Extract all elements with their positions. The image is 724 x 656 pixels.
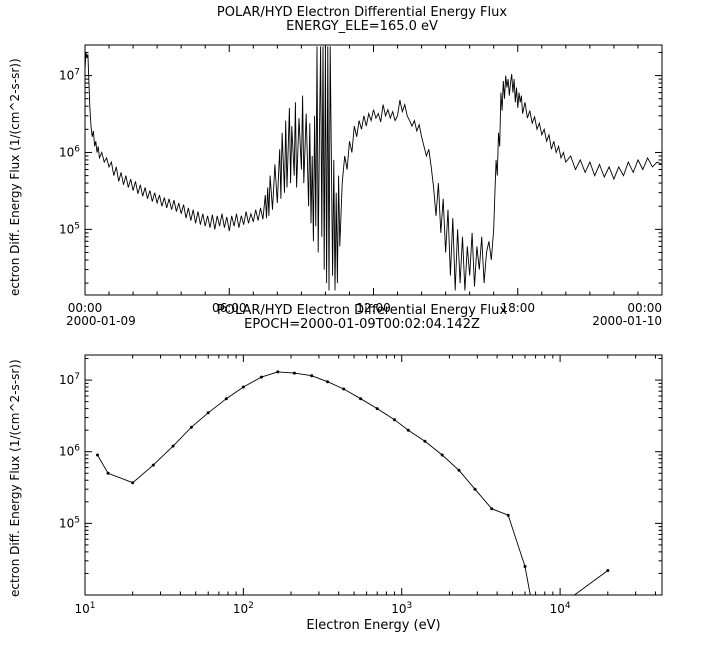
x-tick-label: 102	[233, 601, 254, 616]
data-point-marker	[171, 444, 175, 448]
data-point-marker	[259, 375, 263, 379]
y-tick-label: 105	[59, 221, 80, 236]
y-tick-label: 105	[59, 515, 80, 530]
data-point-marker	[606, 569, 610, 572]
y-tick-label: 106	[59, 444, 80, 459]
data-point-marker	[292, 371, 296, 375]
data-point-marker	[206, 411, 210, 415]
x-tick-label: 12:00	[356, 301, 391, 315]
top-chart-title: POLAR/HYD Electron Differential Energy F…	[216, 5, 508, 20]
date-label: 2000-01-09	[66, 314, 136, 328]
data-point-marker	[457, 468, 461, 472]
data-point-marker	[131, 481, 135, 485]
data-point-marker	[375, 407, 379, 411]
data-point-marker	[151, 463, 155, 467]
x-tick-label: 00:00	[627, 301, 662, 315]
data-point-marker	[189, 425, 193, 429]
data-point-marker	[473, 487, 477, 491]
y-tick-label: 107	[59, 68, 80, 83]
data-point-marker	[106, 471, 110, 475]
data-point-marker	[423, 439, 427, 443]
data-point-marker	[96, 453, 99, 457]
spectrum-series-line	[97, 371, 609, 595]
x-tick-label: 00:00	[68, 301, 103, 315]
data-point-marker	[359, 397, 363, 401]
data-point-marker	[276, 370, 280, 374]
top-chart-subtitle: ENERGY_ELE=165.0 eV	[286, 19, 438, 34]
x-tick-label: 18:00	[500, 301, 535, 315]
data-point-marker	[506, 513, 510, 517]
x-tick-label: 104	[550, 601, 571, 616]
x-tick-label: 103	[391, 601, 412, 616]
date-label: 2000-01-10	[592, 314, 662, 328]
axes-box	[84, 354, 663, 596]
data-point-marker	[523, 565, 527, 568]
y-tick-label: 107	[59, 372, 80, 387]
data-point-marker	[241, 385, 245, 389]
x-tick-label: 06:00	[212, 301, 247, 315]
data-point-marker	[224, 397, 228, 401]
data-point-marker	[326, 380, 329, 384]
data-point-marker	[393, 418, 396, 422]
x-axis-title: Electron Energy (eV)	[306, 618, 440, 633]
data-point-marker	[440, 453, 444, 457]
bottom-chart-subtitle: EPOCH=2000-01-09T00:02:04.142Z	[244, 317, 480, 332]
bottom-chart-title: POLAR/HYD Electron Differential Energy F…	[216, 303, 508, 318]
data-point-marker	[406, 428, 410, 432]
x-tick-label: 101	[74, 601, 95, 616]
data-point-marker	[490, 507, 494, 511]
y-tick-label: 106	[59, 144, 80, 159]
spectrum-plot: 105 106 107 101 102 103 104 Electron Energy (eV…	[59, 354, 663, 633]
data-point-marker	[310, 374, 314, 378]
timeseries-series-line	[85, 46, 662, 291]
data-point-marker	[342, 387, 346, 391]
